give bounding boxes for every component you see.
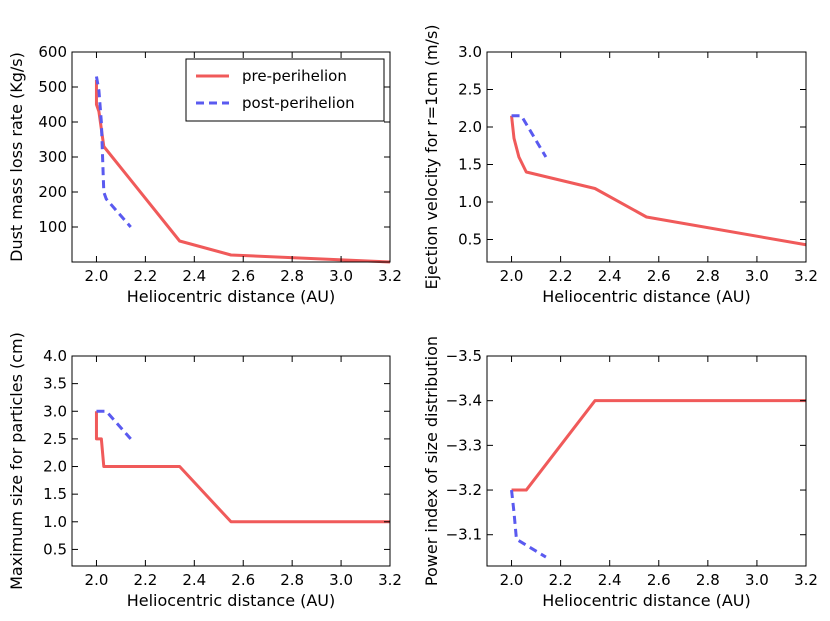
- legend-label-pre: pre-perihelion: [242, 67, 347, 85]
- series-line-pre: [94, 411, 390, 524]
- x-axis-label: Heliocentric distance (AU): [542, 287, 751, 306]
- x-axis-label: Heliocentric distance (AU): [127, 287, 336, 306]
- y-tick-label: 1.5: [458, 156, 482, 174]
- y-tick-label: 2.0: [43, 458, 67, 476]
- x-tick-label: 2.4: [182, 571, 206, 589]
- y-tick-label: 1.0: [458, 193, 482, 211]
- x-tick-label: 2.6: [231, 267, 255, 285]
- x-tick-label: 2.6: [647, 571, 671, 589]
- x-tick-label: 2.4: [182, 267, 206, 285]
- y-tick-label: 500: [38, 78, 67, 96]
- y-tick-label: 3.0: [458, 43, 482, 61]
- y-tick-label: 3.5: [43, 375, 67, 393]
- x-tick-label: 2.2: [133, 267, 157, 285]
- x-tick-label: 2.8: [696, 571, 720, 589]
- x-tick-label: 2.2: [549, 267, 573, 285]
- y-tick-label: 0.5: [43, 540, 67, 558]
- y-axis-label: Power index of size distribution: [422, 336, 441, 586]
- x-tick-label: 3.2: [378, 267, 402, 285]
- x-tick-label: 2.0: [85, 571, 109, 589]
- y-axis-label: Dust mass loss rate (Kg/s): [7, 52, 26, 262]
- x-axis-label: Heliocentric distance (AU): [542, 591, 751, 610]
- axes-frame: [486, 51, 807, 263]
- x-tick-label: 3.0: [329, 571, 353, 589]
- x-tick-label: 2.0: [500, 571, 524, 589]
- series-line-post: [96, 409, 132, 440]
- y-tick-label: 0.5: [458, 231, 482, 249]
- series-line-post: [510, 489, 547, 559]
- x-tick-label: 2.6: [231, 571, 255, 589]
- y-tick-label: 2.5: [458, 81, 482, 99]
- y-tick-label: 600: [38, 43, 67, 61]
- series-line-post: [511, 114, 548, 158]
- legend-label-post: post-perihelion: [242, 94, 355, 112]
- y-tick-label: −3.3: [446, 436, 482, 454]
- series-line-pre: [511, 399, 806, 492]
- y-tick-label: −3.2: [446, 481, 482, 499]
- x-tick-label: 3.2: [794, 267, 818, 285]
- x-tick-label: 2.4: [598, 267, 622, 285]
- y-tick-label: −3.4: [446, 392, 482, 410]
- y-tick-label: 400: [38, 113, 67, 131]
- legend-box: [185, 58, 385, 122]
- x-tick-label: 3.2: [378, 571, 402, 589]
- x-tick-label: 2.8: [696, 267, 720, 285]
- y-tick-label: 1.0: [43, 513, 67, 531]
- y-tick-label: 4.0: [43, 347, 67, 365]
- y-tick-label: 300: [38, 148, 67, 166]
- x-tick-label: 2.4: [598, 571, 622, 589]
- chart-panel-top-right: 2.0 2.2 2.4 2.6 2.8 3.0 3.2 0.5 1.0 1.5 2.0 2.5 3.0 H…: [422, 24, 818, 306]
- x-tick-label: 3.0: [745, 267, 769, 285]
- chart-panel-bottom-left: 2.0 2.2 2.4 2.6 2.8 3.0 3.2 0.5 1.0 1.5 2.0 2.5 3.0 3…: [7, 332, 402, 610]
- y-tick-label: 2.5: [43, 430, 67, 448]
- axes-frame: [486, 355, 807, 567]
- legend: pre-perihelion post-perihelion: [185, 58, 385, 122]
- y-tick-label: 200: [38, 183, 67, 201]
- y-axis-label: Ejection velocity for r=1cm (m/s): [422, 24, 441, 289]
- chart-panel-top-left: 2.0 2.2 2.4 2.6 2.8 3.0 3.2 100 200 300 400 500 600 H…: [7, 43, 402, 306]
- x-tick-label: 3.0: [329, 267, 353, 285]
- y-tick-label: 2.0: [458, 118, 482, 136]
- x-tick-label: 2.2: [133, 571, 157, 589]
- x-axis-label: Heliocentric distance (AU): [127, 591, 336, 610]
- series-line-pre: [94, 80, 391, 264]
- y-tick-label: 1.5: [43, 485, 67, 503]
- y-tick-label: −3.5: [446, 347, 482, 365]
- y-tick-label: 3.0: [43, 402, 67, 420]
- x-tick-label: 3.2: [794, 571, 818, 589]
- x-tick-label: 2.0: [85, 267, 109, 285]
- x-tick-label: 2.8: [280, 267, 304, 285]
- series-line-pre: [510, 115, 807, 247]
- chart-panel-bottom-right: 2.0 2.2 2.4 2.6 2.8 3.0 3.2 −3.5 −3.4 −3.3 −3.2 −3.…: [422, 336, 818, 610]
- x-tick-label: 3.0: [745, 571, 769, 589]
- y-axis-label: Maximum size for particles (cm): [7, 332, 26, 590]
- x-tick-label: 2.6: [647, 267, 671, 285]
- x-tick-label: 2.2: [549, 571, 573, 589]
- series-line-post: [94, 76, 132, 228]
- y-tick-label: −3.1: [446, 526, 482, 544]
- x-tick-label: 2.8: [280, 571, 304, 589]
- axes-frame: [71, 355, 391, 567]
- y-tick-label: 100: [38, 218, 67, 236]
- x-tick-label: 2.0: [500, 267, 524, 285]
